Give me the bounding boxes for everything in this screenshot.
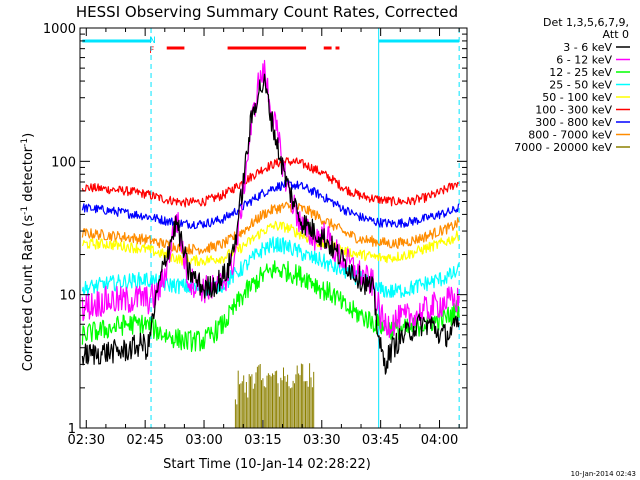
x-axis-label: Start Time (10-Jan-14 02:28:22) [163, 457, 371, 472]
series-line-25-50kev [81, 236, 460, 299]
ylabel-part: detector [21, 146, 36, 206]
legend-entry-label: 50 - 100 keV [542, 91, 612, 104]
series-line-300-800kev [81, 179, 460, 230]
legend-entry-label: 25 - 50 keV [549, 79, 612, 92]
y-tick-label: 10 [59, 289, 76, 304]
legend-entry-label: 800 - 7000 keV [528, 129, 612, 142]
axes: 02:30 02:45 03:00 03:15 03:30 03:45 04:00 1 10 10… [43, 22, 468, 448]
legend-entry-label: 100 - 300 keV [535, 104, 612, 117]
chart-title: HESSI Observing Summary Count Rates, Cor… [76, 3, 458, 21]
series-line-3-6kev [81, 73, 460, 375]
ylabel-sup: -1 [20, 138, 30, 147]
night-mark-label: N [149, 36, 156, 46]
legend-entry-label: 7000 - 20000 keV [514, 141, 612, 154]
legend-title-line: Att 0 [603, 28, 629, 41]
y-tick-label: 1000 [43, 22, 76, 37]
legend-entry-label: 6 - 12 keV [556, 54, 612, 67]
series-line-12-25kev [81, 260, 460, 353]
series-line-50-100kev [81, 220, 460, 267]
ylabel-part: Corrected Count Rate (s [21, 215, 36, 372]
flare-mark-label: F [149, 46, 154, 56]
x-tick-label: 03:30 [303, 433, 340, 448]
timestamp: 10-Jan-2014 02:43 [571, 470, 636, 478]
plot-area: NF [81, 28, 460, 428]
series-line-7000-20000kev [234, 363, 315, 428]
ylabel-sup: -1 [20, 206, 30, 215]
ylabel-part: ) [21, 133, 36, 138]
y-tick-label: 1 [68, 422, 76, 437]
x-tick-label: 04:00 [421, 433, 458, 448]
series-line-100-300kev [81, 157, 460, 208]
legend-entry-label: 300 - 800 keV [535, 116, 612, 129]
legend-entry-label: 3 - 6 keV [563, 41, 612, 54]
series-line-800-7000kev [81, 201, 460, 255]
plot-frame [79, 27, 468, 429]
y-axis-label-text: Corrected Count Rate (s-1 detector-1) [20, 133, 36, 371]
x-tick-label: 02:30 [68, 433, 105, 448]
x-tick-label: 03:45 [362, 433, 399, 448]
legend-entry-label: 12 - 25 keV [549, 66, 612, 79]
x-tick-label: 03:15 [244, 433, 281, 448]
y-axis-label: Corrected Count Rate (s-1 detector-1) [20, 133, 36, 371]
legend-title-line: Det 1,3,5,6,7,9, [543, 16, 629, 29]
x-tick-label: 03:00 [185, 433, 222, 448]
x-tick-label: 02:45 [126, 433, 163, 448]
y-tick-label: 100 [51, 155, 76, 170]
